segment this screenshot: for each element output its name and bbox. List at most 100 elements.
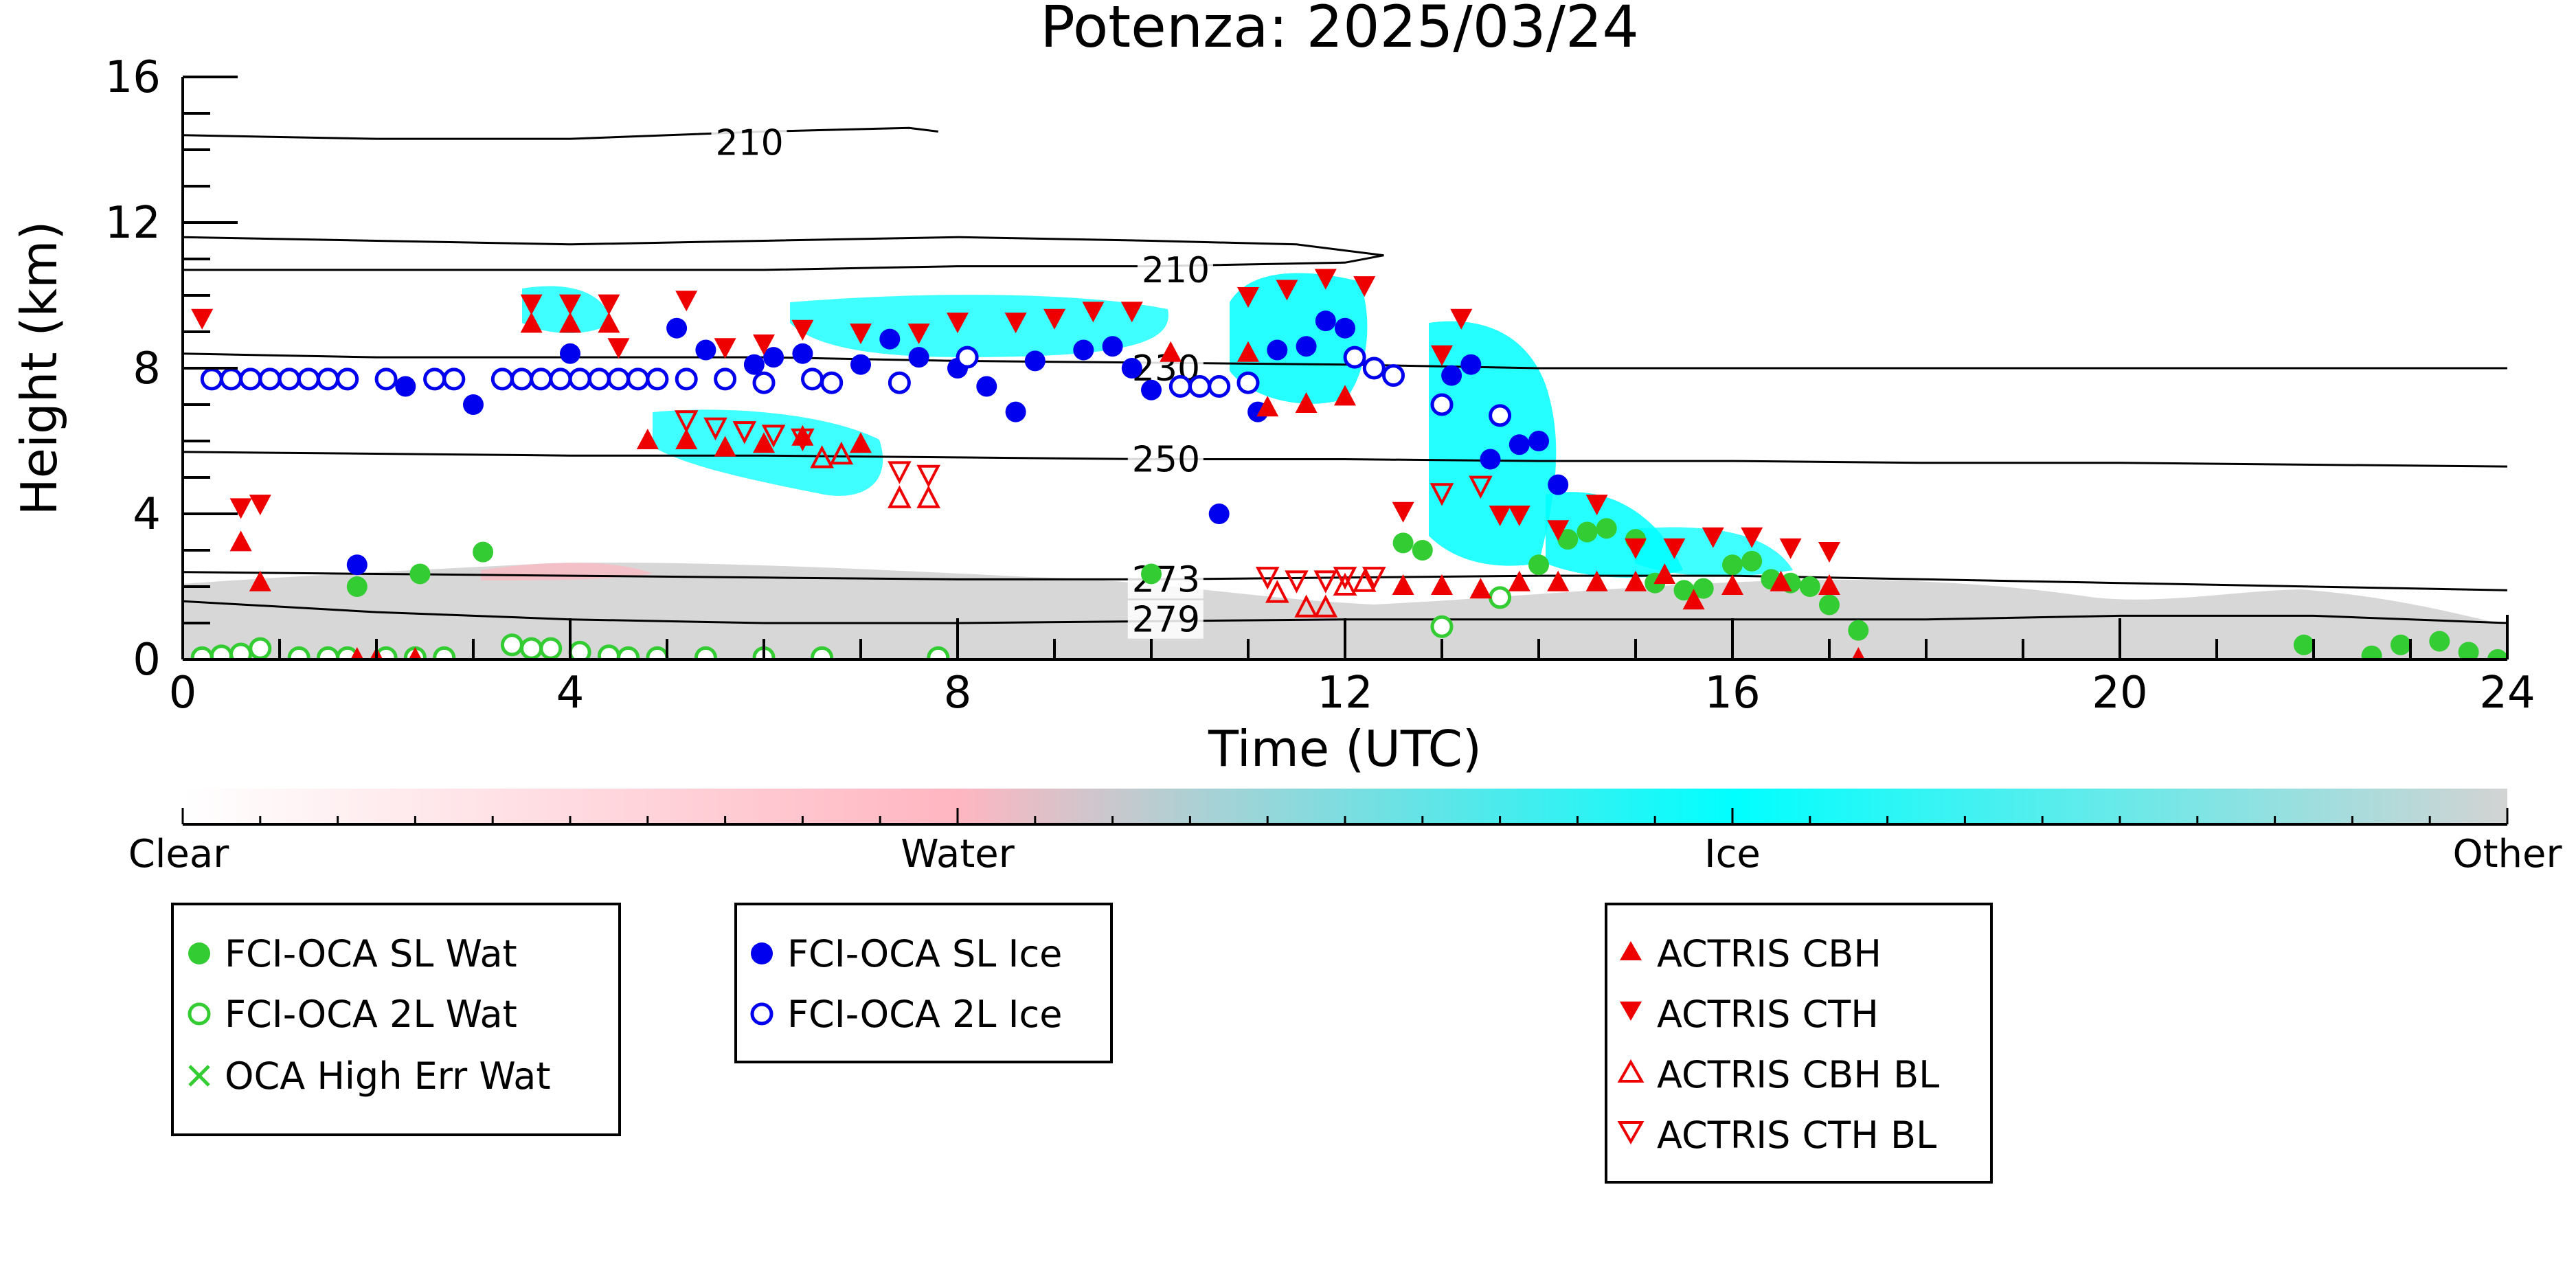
point-actris-cth-bl	[703, 417, 727, 441]
contour-line	[183, 236, 1384, 271]
legend-label: FCI-OCA 2L Ice	[787, 993, 1062, 1036]
point-actris-cbh	[1770, 570, 1792, 591]
point-fci-oca-sl-wat	[1741, 550, 1763, 572]
point-fci-oca-2l-ice	[1343, 346, 1366, 369]
legend-water: FCI-OCA SL Wat FCI-OCA 2L Wat OCA High E…	[171, 903, 621, 1136]
point-actris-cth	[607, 338, 630, 359]
y-axis-label: Height (km)	[10, 221, 68, 516]
point-actris-cbh	[1682, 589, 1705, 610]
other-class-region	[183, 563, 2507, 659]
point-fci-oca-sl-ice	[1267, 339, 1288, 361]
point-actris-cbh	[1851, 647, 1865, 659]
point-actris-cbh	[1469, 578, 1492, 599]
point-actris-cth	[1489, 506, 1511, 526]
point-fci-oca-2l-ice	[258, 368, 282, 391]
point-actris-cbh-bl	[829, 441, 854, 465]
legend-label: FCI-OCA SL Ice	[787, 932, 1062, 975]
legend-label: OCA High Err Wat	[225, 1054, 551, 1098]
point-actris-cth	[907, 324, 930, 344]
point-actris-cth	[1450, 308, 1473, 330]
point-fci-oca-sl-wat	[1819, 594, 1840, 615]
point-fci-oca-sl-ice	[1480, 449, 1501, 470]
point-fci-oca-sl-wat	[346, 576, 368, 597]
point-actris-cth	[1353, 276, 1376, 297]
point-actris-cth	[1276, 280, 1298, 301]
legend-marker-sl-ice	[751, 942, 773, 964]
colorbar-ticks	[181, 808, 2509, 824]
point-actris-cbh	[1256, 396, 1279, 417]
point-actris-cth	[191, 308, 214, 330]
x-tick-label: 16	[1704, 668, 1760, 719]
point-fci-oca-2l-wat	[694, 646, 717, 659]
point-fci-oca-sl-wat	[1392, 532, 1414, 554]
y-tick-label: 4	[133, 489, 161, 540]
colorbar-label-ice: Ice	[1704, 832, 1761, 877]
point-actris-cbh	[714, 436, 736, 457]
point-fci-oca-sl-ice	[763, 347, 784, 368]
point-fci-oca-2l-wat	[617, 646, 640, 659]
point-actris-cbh	[598, 312, 620, 333]
point-fci-oca-2l-ice	[490, 368, 514, 391]
point-actris-cth-bl	[674, 410, 699, 433]
point-actris-cbh	[350, 647, 364, 659]
point-fci-oca-2l-wat	[190, 646, 214, 659]
x-tick-label: 12	[1317, 668, 1372, 719]
contour-label-bg	[1137, 250, 1213, 289]
contour-line	[183, 451, 2507, 468]
point-fci-oca-sl-ice	[666, 317, 688, 339]
point-fci-oca-2l-wat	[287, 646, 310, 659]
point-actris-cth	[1004, 313, 1027, 334]
point-fci-oca-sl-ice	[1460, 354, 1482, 375]
point-fci-oca-2l-ice	[714, 368, 737, 391]
series-actris-cbh-bl	[810, 441, 1377, 618]
point-actris-cbh	[1585, 570, 1608, 591]
point-actris-cth-bl	[1285, 570, 1309, 594]
point-fci-oca-sl-ice	[1509, 434, 1530, 455]
point-fci-oca-2l-ice	[1489, 404, 1512, 427]
point-actris-cth	[1547, 520, 1570, 541]
point-fci-oca-sl-ice	[792, 343, 813, 364]
point-actris-cth	[1663, 538, 1686, 559]
point-actris-cth-bl	[732, 421, 757, 444]
point-fci-oca-sl-ice	[1102, 336, 1123, 357]
y-tick-label: 16	[105, 52, 161, 103]
point-actris-cth	[753, 334, 775, 355]
point-fci-oca-2l-ice	[587, 368, 611, 391]
point-actris-cth	[1508, 506, 1530, 526]
x-ticks: 0 4 8 12 16 20 24	[169, 618, 2535, 719]
point-fci-oca-sl-ice	[908, 347, 929, 368]
point-actris-cth-bl	[888, 461, 912, 484]
ice-class-region	[1429, 321, 1557, 566]
point-fci-oca-2l-ice	[675, 368, 698, 391]
point-fci-oca-2l-wat	[520, 637, 543, 659]
point-fci-oca-sl-wat	[1848, 620, 1869, 641]
point-actris-cth	[1431, 345, 1453, 366]
colorbar-label-clear: Clear	[128, 832, 229, 877]
point-fci-oca-sl-wat	[1577, 521, 1598, 543]
point-actris-cth	[1314, 269, 1337, 290]
point-fci-oca-2l-ice	[646, 368, 669, 391]
point-actris-cbh	[1653, 563, 1676, 585]
point-fci-oca-sl-ice	[976, 376, 997, 397]
point-actris-cth	[1818, 542, 1840, 563]
point-actris-cth-bl	[761, 425, 786, 448]
point-fci-oca-2l-ice	[1236, 371, 1260, 394]
point-fci-oca-sl-ice	[395, 376, 416, 397]
point-actris-cth	[229, 498, 252, 519]
legend-marker-2l-ice	[750, 1002, 773, 1026]
series-fci-oca-sl-ice	[346, 310, 1569, 576]
point-fci-oca-sl-ice	[850, 354, 871, 375]
point-actris-cth	[598, 294, 620, 315]
point-fci-oca-2l-ice	[956, 346, 979, 369]
point-fci-oca-2l-ice	[607, 368, 630, 391]
y-tick-label: 12	[105, 198, 161, 249]
point-actris-cth-bl	[1362, 567, 1386, 590]
colorbar-label-water: Water	[901, 832, 1015, 877]
point-actris-cbh	[1160, 341, 1182, 362]
point-fci-oca-sl-ice	[1121, 358, 1142, 379]
y-tick-label: 0	[133, 635, 161, 686]
data-series	[190, 269, 2507, 659]
point-fci-oca-2l-wat	[1430, 615, 1454, 638]
legend-label: FCI-OCA SL Wat	[225, 932, 517, 975]
